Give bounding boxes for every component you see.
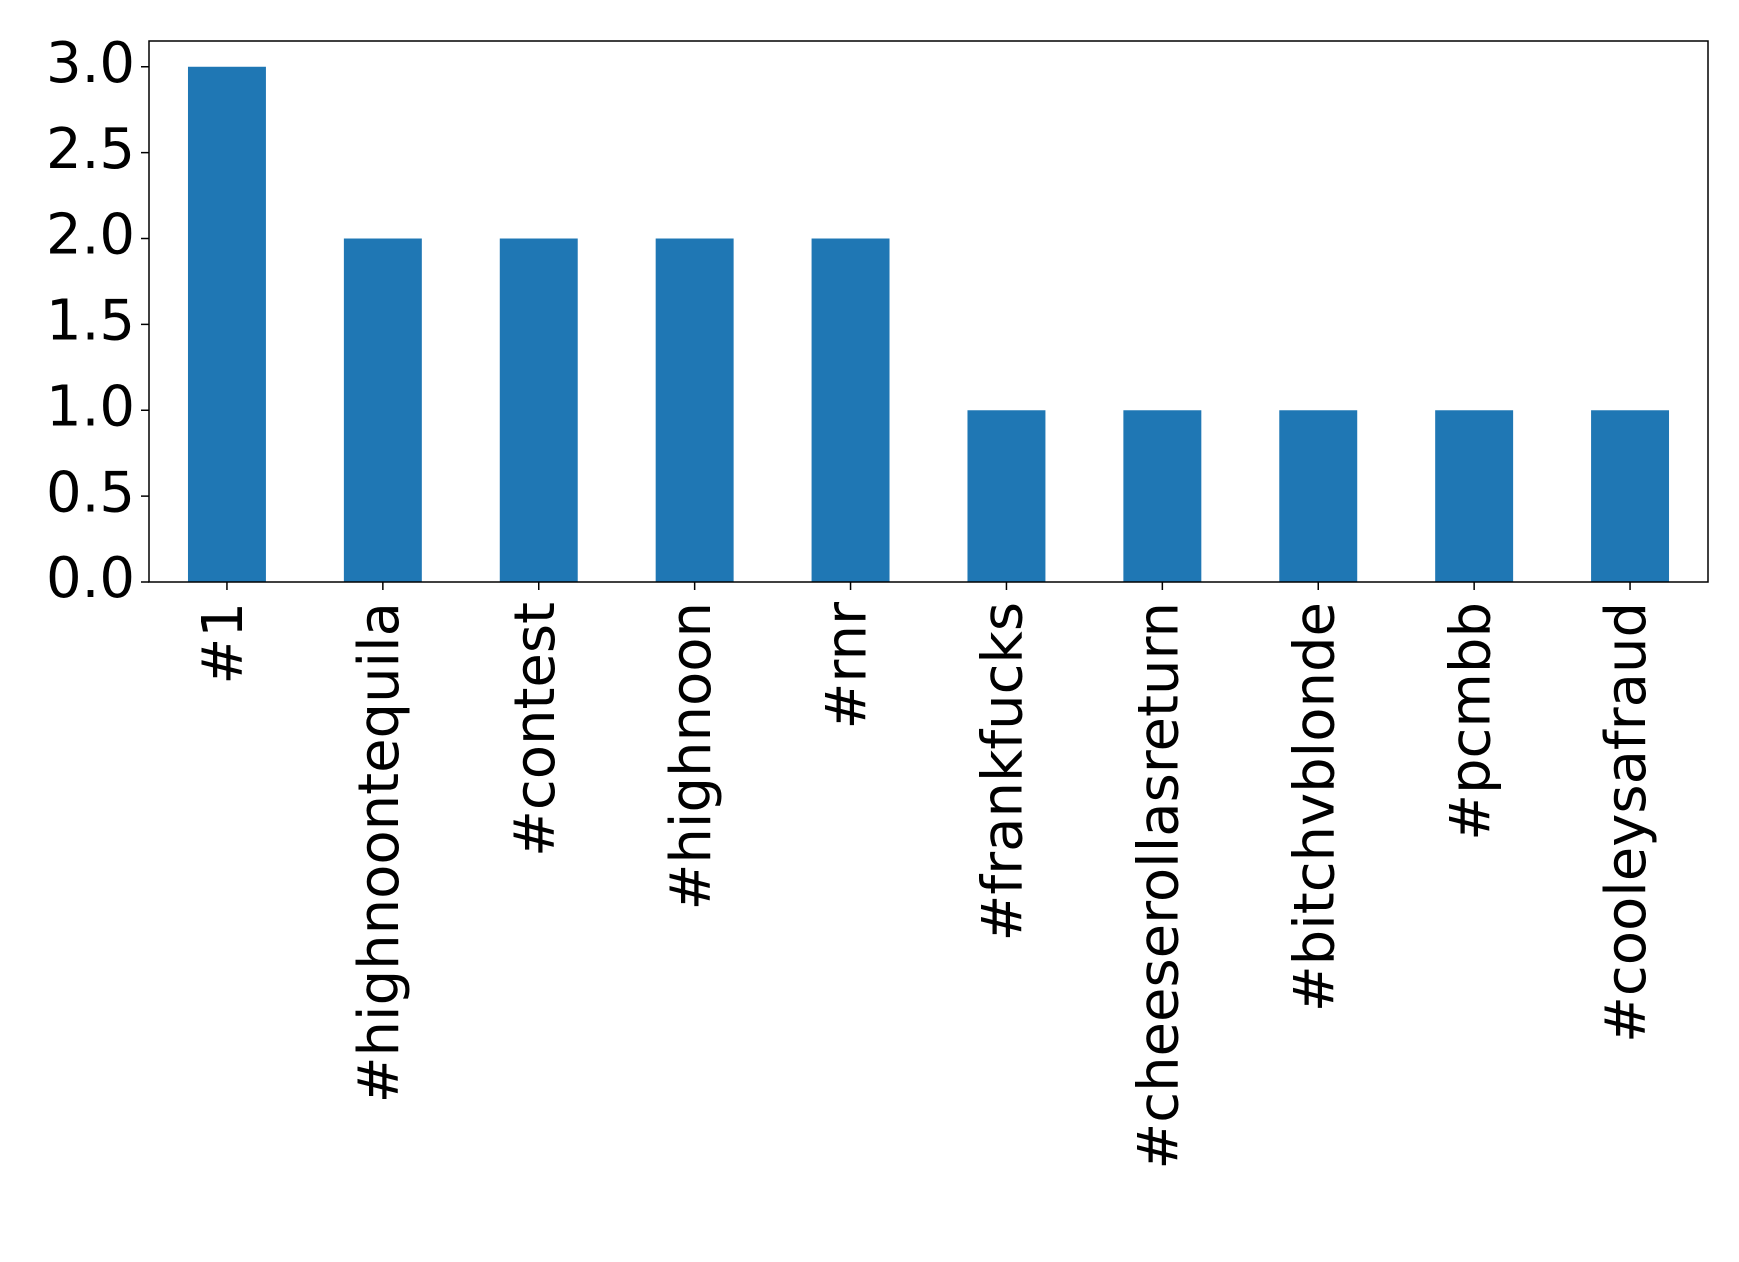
bar [1279, 410, 1358, 582]
y-tick-label: 3.0 [46, 31, 135, 96]
plot-frame [148, 40, 1709, 583]
x-tick-label: #bitchvblonde [1282, 602, 1347, 1012]
x-tick-label: #1 [191, 602, 256, 685]
x-tick-label: #pcmbb [1438, 602, 1503, 841]
bar [655, 238, 734, 582]
bar [1123, 410, 1202, 582]
x-tick-label: #highnoontequila [347, 602, 412, 1103]
x-tick-label: #rnr [815, 601, 880, 729]
bar [499, 238, 578, 582]
x-tick-label: #frankfucks [971, 602, 1036, 942]
x-tick-label: #cheeserollasreturn [1126, 602, 1191, 1170]
x-tick-label: #highnoon [659, 602, 724, 911]
bar [811, 238, 890, 582]
x-tick-label: #contest [503, 602, 568, 857]
bar [343, 238, 422, 582]
bar [1591, 410, 1670, 582]
y-tick-label: 1.5 [46, 289, 135, 354]
bar [1435, 410, 1514, 582]
y-tick-label: 2.0 [46, 203, 135, 268]
y-tick-label: 1.0 [46, 374, 135, 439]
bar [967, 410, 1046, 582]
y-tick-label: 0.0 [46, 546, 135, 611]
x-tick-label: #cooleysafraud [1594, 602, 1659, 1043]
y-tick-label: 2.5 [46, 117, 135, 182]
y-tick-label: 0.5 [46, 460, 135, 525]
bar [187, 66, 266, 582]
